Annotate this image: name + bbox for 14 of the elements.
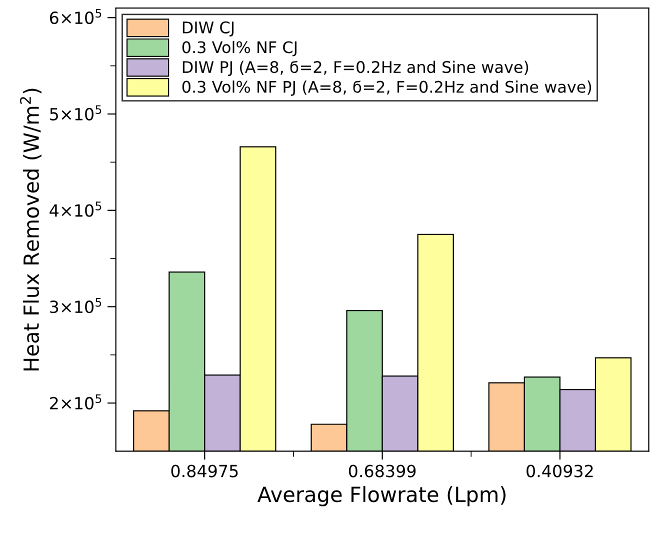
x-axis-title: Average Flowrate (Lpm) — [257, 486, 506, 506]
legend-label: 0.3 Vol% NF PJ (A=8, ϭ=2, F=0.2Hz and Sine wave) — [182, 80, 592, 96]
legend-label: DIW CJ — [182, 21, 234, 36]
legend-label: DIW PJ (A=8, ϭ=2, F=0.2Hz and Sine wave) — [182, 60, 528, 76]
y-axis-title: Heat Flux Removed (W/m$^{2}$) — [20, 88, 42, 370]
legend-label: 0.3 Vol% NF CJ — [182, 40, 296, 56]
y-tick-label: 4×10$^{5}$ — [50, 202, 102, 217]
y-tick-label: 2×10$^{5}$ — [50, 394, 102, 410]
y-tick-label: 6×10$^{5}$ — [50, 8, 102, 24]
x-tick-label: 0.68399 — [348, 464, 416, 478]
x-tick-label: 0.40932 — [526, 464, 593, 478]
x-tick-label: 0.84975 — [171, 464, 238, 478]
y-tick-label: 5×10$^{5}$ — [50, 105, 102, 120]
y-tick-label: 3×10$^{5}$ — [50, 298, 102, 314]
